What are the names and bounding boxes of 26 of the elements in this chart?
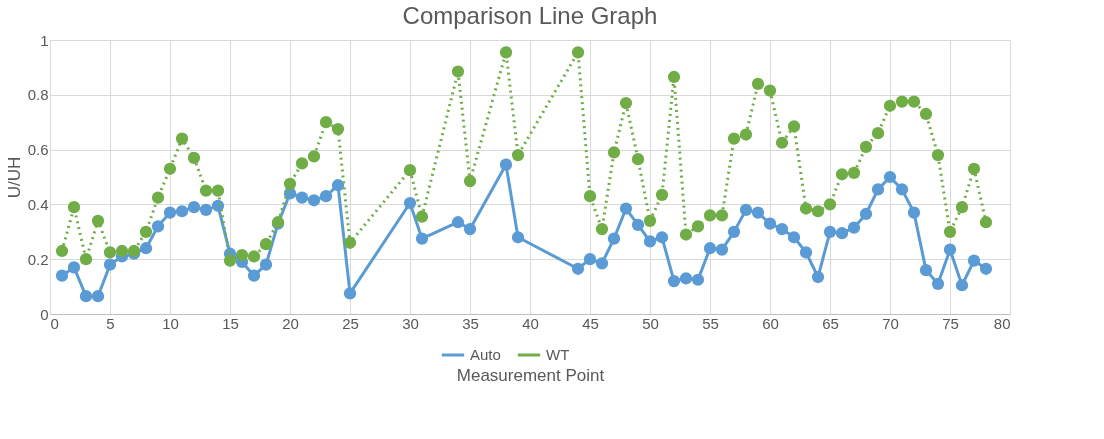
- x-tick-label: 5: [106, 314, 115, 332]
- x-tick-label: 70: [882, 314, 899, 332]
- y-axis-title: U/UH: [4, 156, 24, 199]
- x-tick-label: 20: [282, 314, 299, 332]
- x-tick-label: 40: [522, 314, 539, 332]
- legend-label: WT: [546, 346, 570, 363]
- x-tick-label: 75: [942, 314, 959, 332]
- x-tick-label: 30: [402, 314, 419, 332]
- y-tick-label: 0.6: [27, 141, 49, 159]
- chart-title: Comparison Line Graph: [402, 2, 658, 29]
- x-tick-label: 45: [582, 314, 599, 332]
- x-tick-label: 60: [762, 314, 779, 332]
- x-tick-label: 80: [993, 314, 1011, 332]
- x-axis-title: Measurement Point: [456, 365, 605, 385]
- y-tick-label: 0.2: [27, 250, 49, 268]
- x-tick-label: 35: [462, 314, 479, 332]
- legend-label: Auto: [470, 346, 501, 363]
- x-tick-label: 50: [642, 314, 659, 332]
- y-tick-label: 0.8: [27, 86, 49, 104]
- y-tick-label: 1: [40, 31, 49, 49]
- x-tick-label: 10: [162, 314, 179, 332]
- x-tick-label: 55: [702, 314, 719, 332]
- x-tick-label: 15: [222, 314, 239, 332]
- y-tick-label: 0.4: [27, 195, 49, 213]
- x-tick-label: 25: [342, 314, 359, 332]
- x-tick-label: 65: [822, 314, 839, 332]
